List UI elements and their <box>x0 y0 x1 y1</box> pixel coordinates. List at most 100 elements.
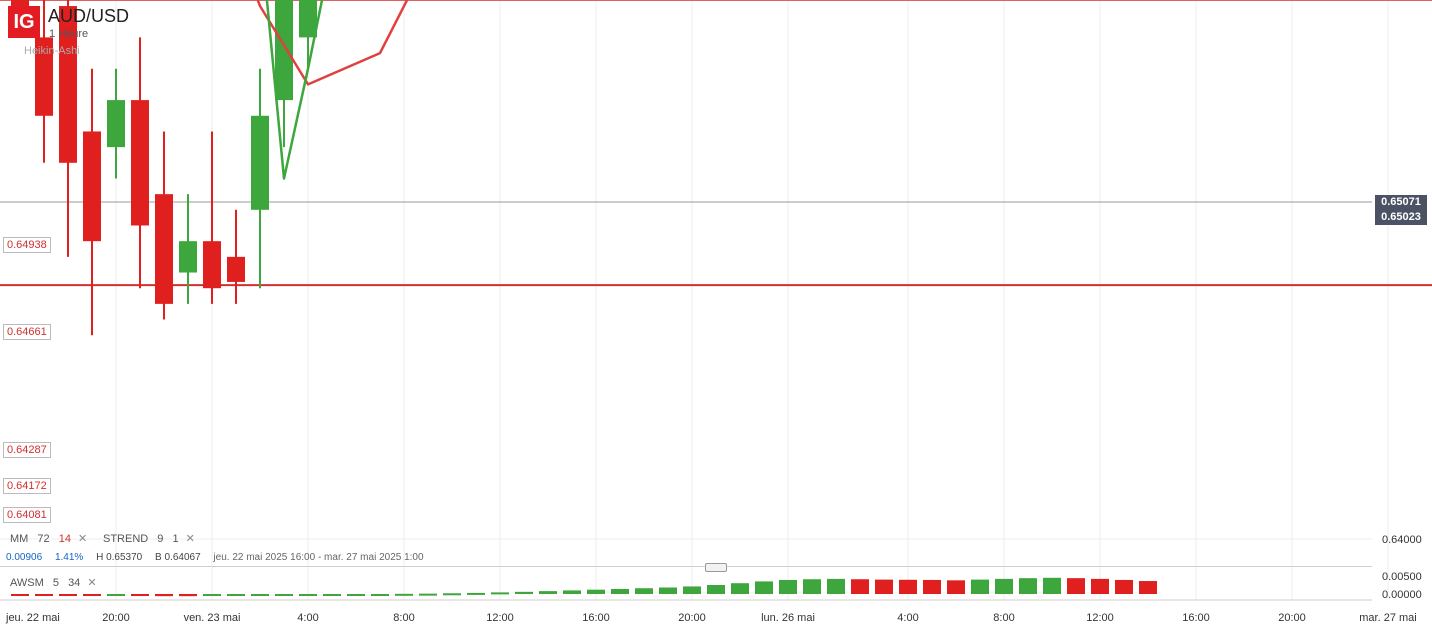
awsm-bar <box>443 593 461 596</box>
awsm-bar <box>1139 581 1157 594</box>
time-tick-label: 12:00 <box>1086 612 1114 624</box>
awsm-bar <box>923 579 941 594</box>
time-tick-label: 20:00 <box>678 612 706 624</box>
level-tag[interactable]: 0.64287 <box>3 442 51 458</box>
ma14-line <box>256 0 409 86</box>
candles <box>11 0 317 336</box>
awsm-axis-labels: 0.00500 0.00000 <box>1382 571 1422 601</box>
awsm-bar <box>587 589 605 594</box>
awsm-bar <box>299 594 317 596</box>
mm-close-icon[interactable]: ✕ <box>78 533 88 545</box>
stats-bar: 0.00906 1.41% H 0.65370 B 0.64067 jeu. 2… <box>6 552 424 563</box>
awsm-bar <box>947 580 965 594</box>
timeframe-label[interactable]: 1 Heure <box>49 28 89 40</box>
strend-close-icon[interactable]: ✕ <box>185 533 195 545</box>
pane-resize-handle[interactable] <box>705 563 727 572</box>
awsm-bar <box>203 594 221 596</box>
strend-name: STREND <box>103 533 149 545</box>
awsm-bar <box>515 591 533 594</box>
grid <box>0 0 1389 601</box>
instrument-title[interactable]: AUD/USD <box>48 6 130 26</box>
awsm-tick-label: 0.00000 <box>1382 589 1422 601</box>
candle-body <box>251 115 269 210</box>
time-axis-labels: jeu. 22 mai 20:00 ven. 23 mai 4:00 8:00 12:00… <box>5 612 1417 624</box>
time-tick-label: mar. 27 mai <box>1359 612 1416 624</box>
awsm-bar <box>467 592 485 595</box>
awsm-bar <box>995 578 1013 594</box>
time-tick-label: 16:00 <box>582 612 610 624</box>
current-price-tag-2: 0.65023 <box>1375 210 1427 225</box>
candle-body <box>227 256 245 282</box>
awsm-bar <box>851 579 869 594</box>
candle-body <box>155 194 173 304</box>
time-tick-label: lun. 26 mai <box>761 612 815 624</box>
awsm-bar <box>539 591 557 594</box>
candle-body <box>107 100 125 148</box>
time-tick-label: 12:00 <box>486 612 514 624</box>
change-value: 0.00906 <box>6 552 43 563</box>
awsm-bar <box>707 585 725 594</box>
awsm-bar <box>179 594 197 597</box>
awsm-bar <box>731 583 749 594</box>
awsm-bar <box>491 592 509 595</box>
time-tick-label: 8:00 <box>393 612 414 624</box>
high-value: 0.65370 <box>106 552 143 563</box>
awsm-bar <box>899 579 917 594</box>
awsm-period-1: 5 <box>52 577 59 589</box>
level-tag[interactable]: 0.64938 <box>3 237 51 253</box>
strend-period-2: 1 <box>172 533 179 545</box>
awsm-bar <box>635 588 653 594</box>
strend-period-1: 9 <box>157 533 164 545</box>
price-axis-bg <box>1372 0 1432 626</box>
awsm-close-icon[interactable]: ✕ <box>87 577 97 589</box>
awsm-bar <box>419 593 437 596</box>
awsm-bar <box>1067 578 1085 594</box>
level-tag[interactable]: 0.64661 <box>3 324 51 340</box>
low-value: 0.64067 <box>164 552 201 563</box>
awsm-bar <box>683 586 701 594</box>
time-tick-label: 8:00 <box>993 612 1014 624</box>
awsm-bar <box>251 594 269 596</box>
awsm-bar <box>131 594 149 597</box>
awsm-bar <box>971 579 989 594</box>
pane-separator <box>0 566 1372 567</box>
horizontal-levels <box>0 0 1432 287</box>
awsm-histogram <box>11 577 1157 597</box>
candle-body <box>299 0 317 38</box>
awsm-bar <box>755 581 773 594</box>
time-tick-label: 16:00 <box>1182 612 1210 624</box>
time-tick-label: 4:00 <box>297 612 318 624</box>
awsm-bar <box>1115 579 1133 594</box>
awsm-name: AWSM <box>10 577 44 589</box>
awsm-bar <box>779 579 797 594</box>
awsm-bar <box>1019 578 1037 594</box>
awsm-indicator-legend[interactable]: AWSM 5 34 ✕ <box>10 576 97 589</box>
awsm-bar <box>875 579 893 594</box>
indicator-lines <box>256 0 409 180</box>
awsm-bar <box>11 594 29 596</box>
awsm-bar <box>1091 578 1109 594</box>
candle-body <box>35 37 53 116</box>
level-tag[interactable]: 0.64081 <box>3 507 51 523</box>
chart-type-label[interactable]: Heikin-Ashi <box>24 45 80 57</box>
awsm-bar <box>611 588 629 594</box>
mm-period-1: 72 <box>37 533 50 545</box>
supertrend-line <box>265 0 324 180</box>
time-tick-label: 20:00 <box>102 612 130 624</box>
candle-body <box>59 6 77 163</box>
ig-logo: IG <box>8 6 40 38</box>
awsm-bar <box>371 594 389 596</box>
level-tag[interactable]: 0.64172 <box>3 478 51 494</box>
mm-period-2: 14 <box>58 533 71 545</box>
candle-body <box>179 241 197 273</box>
time-tick-label: jeu. 22 mai <box>5 612 60 624</box>
candle-body <box>83 131 101 242</box>
candle-body <box>131 100 149 226</box>
awsm-bar <box>563 590 581 594</box>
mm-indicator-legend[interactable]: MM 72 14 ✕ <box>10 532 87 545</box>
strend-indicator-legend[interactable]: STREND 9 1 ✕ <box>103 532 195 545</box>
low-label: B <box>155 552 162 563</box>
time-tick-label: ven. 23 mai <box>184 612 241 624</box>
current-price-tag: 0.65071 <box>1375 195 1427 210</box>
